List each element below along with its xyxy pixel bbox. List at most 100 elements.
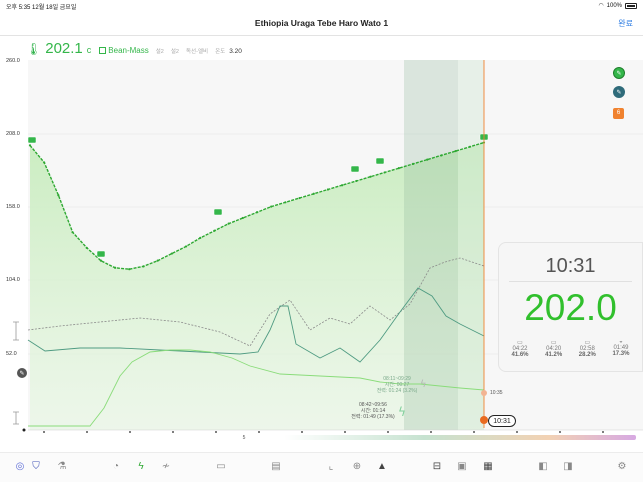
x-axis-dot: [86, 431, 88, 433]
phase-item: ▭ 04:20 41.2%: [539, 339, 569, 358]
readout-small-4: 온도: [215, 49, 226, 55]
readout-small-1: 설2: [155, 49, 164, 55]
phase-percent: 28.2%: [578, 352, 596, 358]
bean-temp-point: [454, 149, 457, 153]
page-title: Ethiopia Uraga Tebe Haro Wato 1: [254, 18, 389, 28]
bean-mass-label: Bean-Mass: [108, 46, 149, 55]
status-bar: 오후 5:35 12월 18일 금요일 ◠ 100%: [0, 0, 643, 12]
bean-mass-toggle[interactable]: Bean-Mass: [99, 46, 149, 55]
panel-temp: 202.0: [524, 287, 617, 328]
status-time: 오후 5:35 12월 18일 금요일: [6, 5, 77, 11]
bean-temp-point: [270, 205, 273, 208]
phase-time: 01:49: [613, 345, 629, 351]
edit-green-button[interactable]: ✎: [613, 67, 625, 79]
phase-icon: ◒: [619, 339, 623, 345]
event-flag: [375, 157, 385, 165]
bean-temp-point: [241, 216, 244, 220]
bean-temp-point: [227, 222, 230, 225]
bottom-toolbar: ◎ ⛉ ⚗ ◔ ϟ ≁ ▭ ▤ ⌞ ⊕ ▲ ⊟ ▣ ▦ ◧ ◨ ⚙: [0, 452, 643, 482]
end-time-label: 10:35: [490, 390, 503, 396]
shield-icon[interactable]: ⛉: [32, 460, 40, 472]
bean-temp-point: [255, 211, 259, 214]
event-flag: [96, 250, 106, 258]
bean-temp-point: [397, 167, 400, 170]
panel-left-icon[interactable]: ◧: [538, 460, 548, 472]
phase-icon: ▭: [517, 340, 523, 346]
gear-icon[interactable]: ⚙: [617, 460, 627, 472]
battery-icon: [625, 2, 637, 9]
crosshair-icon[interactable]: ⊕: [352, 460, 362, 472]
bean-temp-point: [28, 144, 32, 147]
x-axis-dot: [559, 431, 561, 433]
calculator-icon[interactable]: ▦: [483, 460, 493, 472]
x-axis-dot: [516, 431, 518, 433]
phase-band: [404, 60, 458, 430]
bean-temp-point: [355, 179, 358, 183]
phase-time: 04:20: [546, 346, 562, 352]
edit-blue-button[interactable]: ✎: [613, 86, 625, 98]
fan-line: [27, 257, 485, 347]
event-count-badge[interactable]: 6: [613, 108, 624, 119]
y-tick: 260.0: [6, 58, 20, 64]
phase-band-light: [458, 60, 484, 430]
readout-small-3: 독선-엘비: [186, 49, 209, 55]
bean-temp-point: [114, 266, 117, 269]
phase-icon: ▭: [584, 340, 591, 346]
x-axis-dot: [430, 431, 432, 433]
x-axis-dot: [344, 431, 346, 433]
flask-icon[interactable]: ⚗: [57, 460, 67, 472]
bean-temp-point: [468, 145, 471, 148]
bean-temp-point: [341, 184, 344, 187]
edit-axis-icon[interactable]: ✎: [17, 368, 27, 378]
y-tick: 208.0: [6, 131, 20, 137]
y-axis: 260.0 208.0 158.0 104.0 52.0: [0, 56, 28, 436]
image-icon[interactable]: ▣: [457, 460, 467, 472]
phase-percent: 41.2%: [545, 352, 563, 358]
document-icon[interactable]: ▤: [271, 460, 281, 472]
readout-value: 3.20: [229, 48, 242, 55]
phase-percent: 17.3%: [612, 351, 630, 357]
bean-temp-point: [184, 245, 188, 248]
power-icon: ϟ: [398, 405, 406, 419]
chart-icon[interactable]: ⌞: [328, 460, 334, 472]
phase-color-bar: [284, 435, 636, 440]
bean-temp-point: [57, 194, 60, 197]
roast-chart[interactable]: ϟ ϟ: [0, 0, 643, 452]
chat-icon[interactable]: ▭: [216, 460, 226, 472]
phase-icon: ▭: [550, 340, 557, 346]
x-axis-dot: [215, 431, 217, 433]
bean-temp-point: [383, 171, 386, 174]
bean-temp-point: [71, 231, 74, 234]
lightning-icon[interactable]: ϟ: [138, 460, 144, 472]
y-tick: 158.0: [6, 204, 20, 210]
target-icon[interactable]: ◎: [15, 460, 25, 472]
bean-temp-point: [440, 154, 443, 157]
y-origin-dot: [22, 428, 26, 432]
done-button[interactable]: 완료: [618, 19, 633, 28]
bean-temp-points: [28, 141, 486, 271]
x-axis-dots: [43, 431, 604, 433]
event-note: 08:11~09:29 시간: 00:27 전력: 01:24 (3.2%): [376, 376, 418, 394]
nav-bar: Ethiopia Uraga Tebe Haro Wato 1 완료: [0, 12, 643, 36]
status-right: ◠ 100%: [598, 2, 637, 9]
x-axis-dot: [387, 431, 389, 433]
gauge-icon[interactable]: ◔: [112, 460, 120, 472]
current-time-pill[interactable]: 10:31: [488, 415, 516, 427]
bean-temp-point: [99, 259, 103, 262]
triangle-icon[interactable]: ▲: [377, 460, 387, 472]
phase-percent: 41.6%: [511, 352, 529, 358]
bean-temp-point: [85, 246, 88, 249]
temp-unit: c: [86, 45, 92, 55]
capsule-icon[interactable]: ⊟: [432, 460, 442, 472]
power-line: [28, 349, 485, 427]
phase-list: ▭ 04:22 41.6% ▭ 04:20 41.2% ▭ 02:58 28.2…: [505, 339, 636, 358]
battery-percent: 100%: [606, 2, 622, 9]
temperature-readout: 🌡︎ 202.1 c Bean-Mass 설2 설2 독선-엘비 온도 3.20: [26, 40, 242, 58]
panel-right-icon[interactable]: ◨: [563, 460, 573, 472]
checkbox-icon: [99, 47, 107, 54]
wave-lightning-icon[interactable]: ≁: [161, 460, 171, 472]
phase-item: ◒ 01:49 17.3%: [606, 339, 636, 358]
bean-temp-point: [43, 161, 46, 164]
x-axis-dot: [602, 431, 604, 433]
event-flag: [27, 136, 37, 144]
